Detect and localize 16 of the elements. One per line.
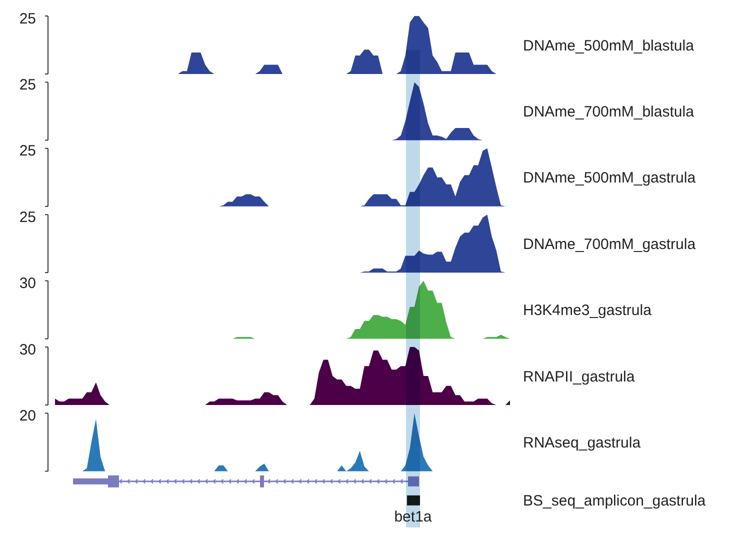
text: 30 xyxy=(19,275,36,292)
series-label: RNAPII_gastrula xyxy=(523,368,636,386)
text: 25 xyxy=(19,142,36,160)
series-label: DNAme_500mM_blastula xyxy=(523,37,695,54)
text: BS_seq_amplicon_gastrula xyxy=(523,492,706,510)
text: 25 xyxy=(19,10,36,28)
text: 25 xyxy=(19,76,36,94)
series-label: DNAme_700mM_blastula xyxy=(523,103,695,120)
text: 25 xyxy=(19,208,36,226)
series-label: H3K4me3_gastrula xyxy=(523,302,652,320)
series-label: RNAseq_gastrula xyxy=(523,434,642,452)
text: 20 xyxy=(19,407,36,424)
series-label: DNAme_500mM_gastrula xyxy=(523,170,696,187)
text: bet1a xyxy=(394,508,432,526)
text: 30 xyxy=(19,341,36,358)
series-label: DNAme_700mM_gastrula xyxy=(523,236,696,253)
